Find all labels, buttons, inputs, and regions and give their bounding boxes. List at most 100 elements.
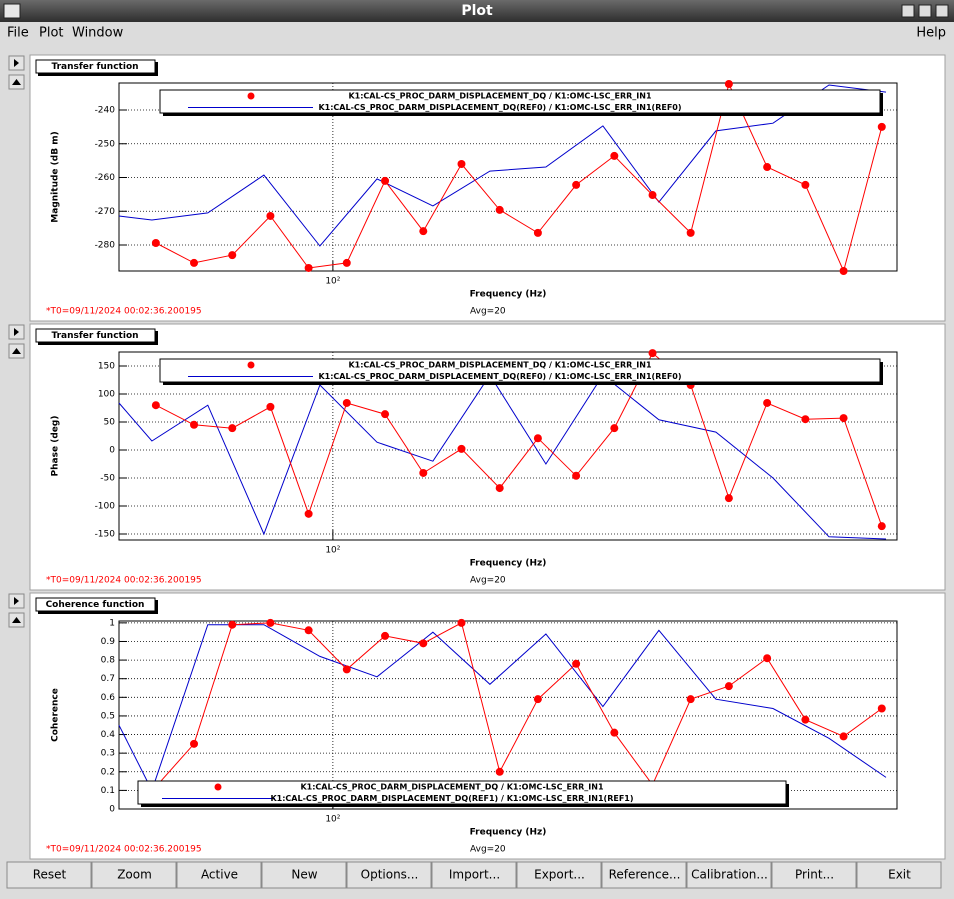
button[interactable]: Exit — [856, 861, 942, 889]
menu-item[interactable]: Plot — [39, 26, 64, 41]
button[interactable]: Options... — [346, 861, 432, 889]
data-point — [724, 494, 733, 503]
data-point — [533, 434, 542, 443]
data-point — [763, 398, 772, 407]
button[interactable]: Zoom — [91, 861, 177, 889]
legend-label: K1:CAL-CS_PROC_DARM_DISPLACEMENT_DQ / K1… — [348, 361, 652, 370]
maximize-button[interactable] — [918, 4, 932, 18]
data-point — [533, 695, 542, 704]
data-point — [190, 258, 199, 267]
button-label[interactable]: Options... — [361, 868, 419, 882]
title-bar — [0, 0, 954, 22]
expand-icon — [14, 59, 19, 67]
data-point — [648, 349, 657, 358]
y-tick-label: 0.6 — [101, 693, 116, 703]
menu-item[interactable]: Help — [916, 26, 946, 41]
legend-label: K1:CAL-CS_PROC_DARM_DISPLACEMENT_DQ / K1… — [300, 783, 604, 792]
button-label[interactable]: Export... — [534, 868, 585, 882]
button[interactable]: Print... — [771, 861, 857, 889]
button-face[interactable] — [176, 861, 262, 889]
data-point — [724, 80, 733, 89]
button-label[interactable]: Active — [201, 868, 238, 882]
data-point — [266, 402, 275, 411]
x-tick-label: 10² — [325, 546, 340, 556]
y-tick-label: 150 — [98, 362, 115, 372]
button-face[interactable] — [6, 861, 92, 889]
data-point — [610, 151, 619, 160]
data-point — [877, 522, 886, 531]
button-label[interactable]: Import... — [449, 868, 500, 882]
y-tick-label: -100 — [95, 502, 116, 512]
button[interactable]: Active — [176, 861, 262, 889]
button-face[interactable] — [346, 861, 432, 889]
window-icon[interactable] — [3, 3, 21, 19]
panel-title: Transfer function — [51, 331, 138, 341]
data-point — [228, 251, 237, 260]
y-tick-label: 0.9 — [101, 637, 116, 647]
y-tick-label: -260 — [95, 173, 116, 183]
panel-title: Coherence function — [46, 600, 145, 610]
expand-icon — [14, 597, 19, 605]
y-tick-label: -280 — [95, 241, 116, 251]
y-axis-label: Phase (deg) — [51, 416, 61, 477]
y-tick-label: 1 — [109, 618, 115, 628]
button-face[interactable] — [516, 861, 602, 889]
button-label[interactable]: Reference... — [609, 868, 681, 882]
button[interactable]: Export... — [516, 861, 602, 889]
data-point — [457, 160, 466, 169]
y-tick-label: -150 — [95, 530, 116, 540]
button-label[interactable]: New — [291, 868, 317, 882]
data-point — [228, 620, 237, 629]
data-point — [610, 424, 619, 433]
button-label[interactable]: Zoom — [117, 868, 152, 882]
legend-label: K1:CAL-CS_PROC_DARM_DISPLACEMENT_DQ(REF0… — [318, 103, 681, 112]
data-point — [342, 665, 351, 674]
data-point — [190, 420, 199, 429]
plot-panel: Transfer function -150 -100 -50 0 50 100 150 10²… — [8, 323, 946, 591]
series-line — [155, 622, 883, 788]
data-point — [763, 163, 772, 172]
button-face[interactable] — [686, 861, 772, 889]
collapse-icon — [12, 617, 21, 623]
menu-item[interactable]: Window — [72, 26, 124, 41]
data-point — [686, 695, 695, 704]
data-point — [839, 414, 848, 423]
average-count: Avg=20 — [470, 307, 506, 317]
button-label[interactable]: Calibration... — [691, 868, 768, 882]
button-label[interactable]: Print... — [795, 868, 834, 882]
button[interactable]: New — [261, 861, 347, 889]
button-face[interactable] — [431, 861, 517, 889]
series-line — [118, 84, 887, 247]
button-face[interactable] — [91, 861, 177, 889]
timestamp: *T0=09/11/2024 00:02:36.200195 — [46, 576, 202, 586]
y-axis-label: Coherence — [51, 688, 61, 742]
data-point — [801, 415, 810, 424]
button[interactable]: Import... — [431, 861, 517, 889]
button-face[interactable] — [261, 861, 347, 889]
menu-item[interactable]: File — [7, 26, 29, 41]
button-label[interactable]: Reset — [33, 868, 67, 882]
y-tick-label: 0.3 — [101, 749, 115, 759]
y-axis-label: Magnitude (dB m) — [51, 131, 61, 222]
button-label[interactable]: Exit — [888, 868, 911, 882]
collapse-icon — [12, 348, 21, 354]
button[interactable]: Calibration... — [686, 861, 772, 889]
data-point — [801, 715, 810, 724]
y-tick-label: 0 — [109, 805, 115, 815]
x-tick-label: 10² — [325, 277, 340, 287]
button[interactable]: Reference... — [601, 861, 687, 889]
minimize-button[interactable] — [901, 4, 915, 18]
button-face[interactable] — [601, 861, 687, 889]
legend-marker — [214, 783, 222, 791]
data-point — [304, 263, 313, 272]
button[interactable]: Reset — [6, 861, 92, 889]
y-tick-label: 0.8 — [101, 656, 116, 666]
close-button[interactable] — [935, 4, 949, 18]
button-face[interactable] — [771, 861, 857, 889]
data-point — [419, 468, 428, 477]
button-face[interactable] — [856, 861, 942, 889]
data-point — [266, 211, 275, 220]
menu-bar — [0, 22, 954, 45]
data-point — [839, 267, 848, 275]
data-point — [342, 398, 351, 407]
